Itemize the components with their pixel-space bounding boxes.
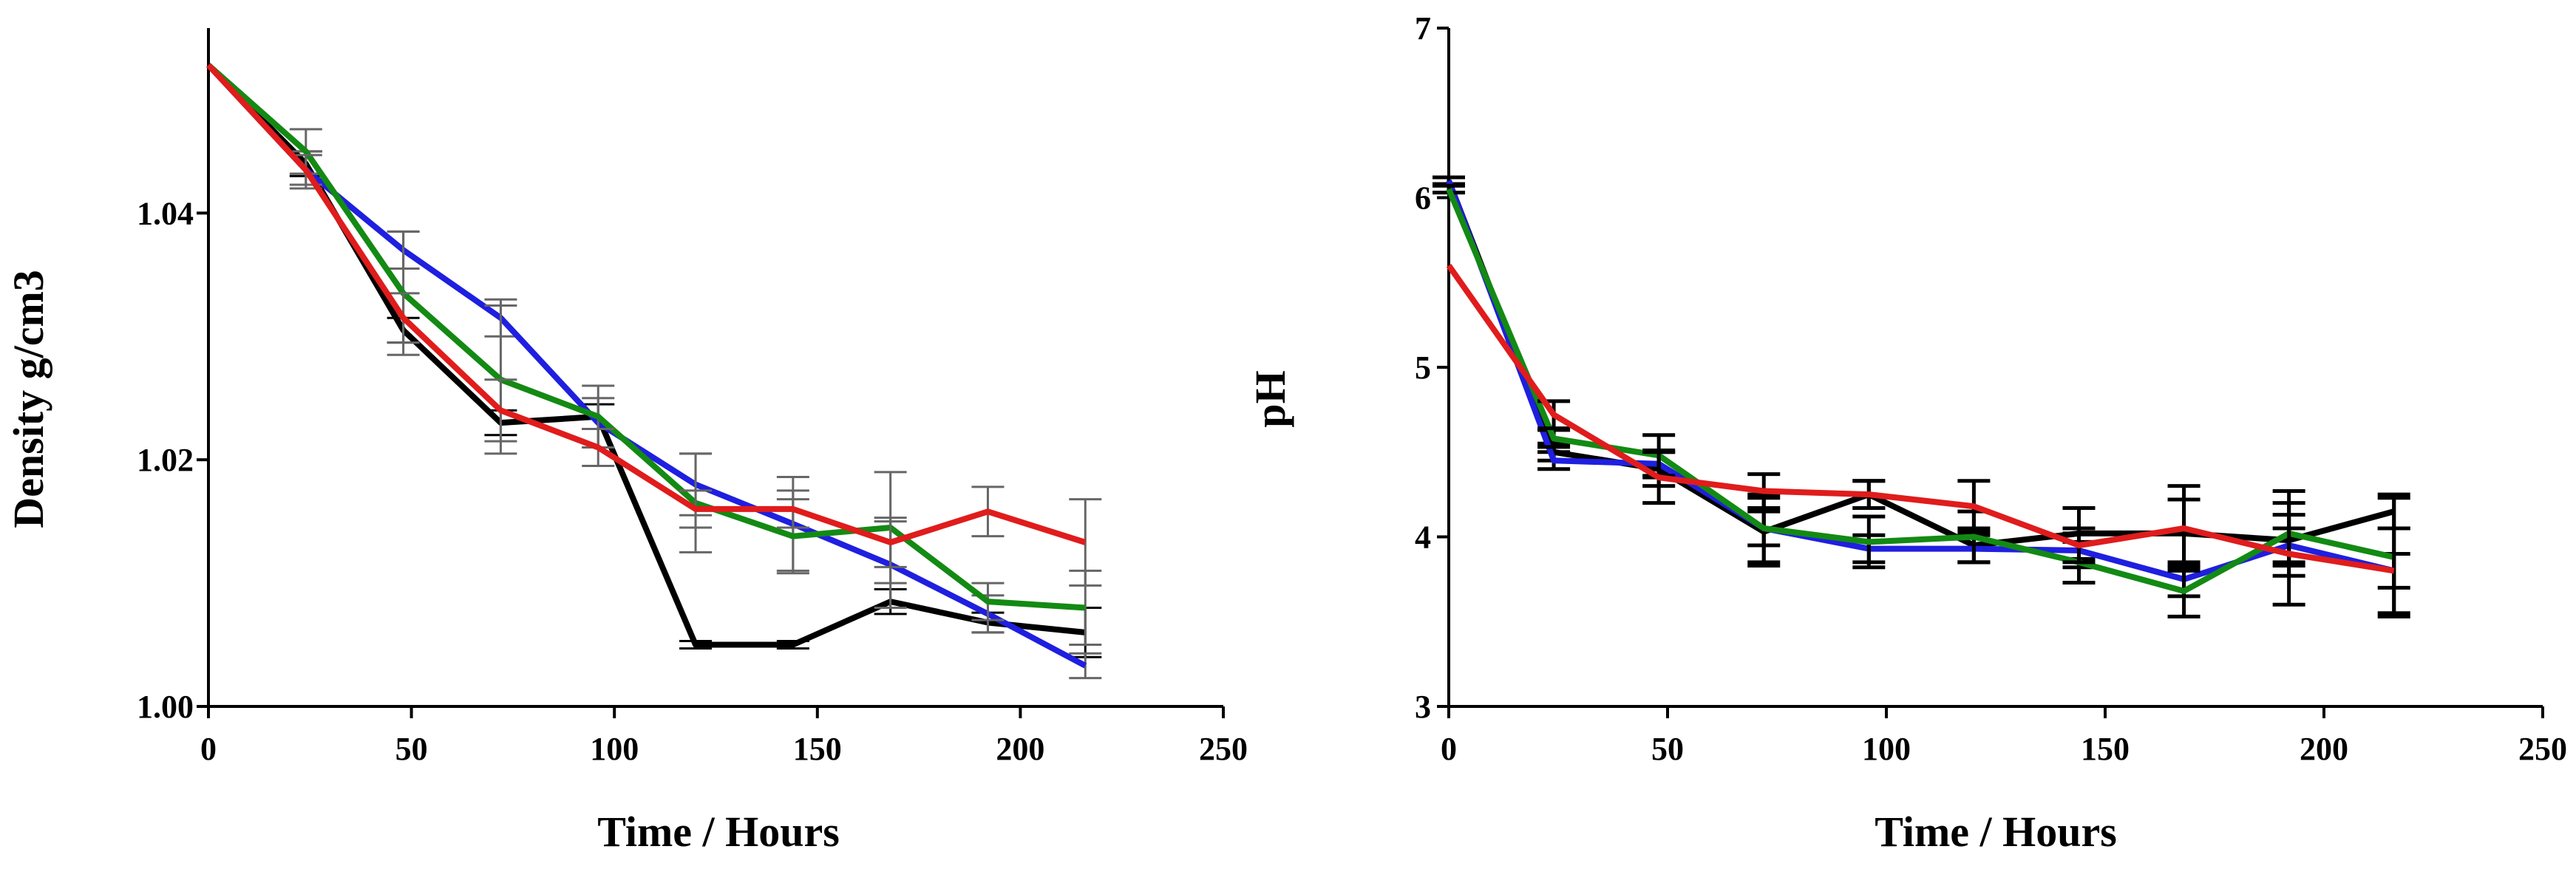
- density-line-green: [206, 63, 1086, 611]
- density-line-red: [206, 63, 1087, 545]
- ph-x-tick-label: 50: [1651, 731, 1684, 767]
- ph-line-black: [1446, 180, 2395, 548]
- ph-line-red: [1446, 263, 2395, 574]
- density-x-tick-label: 50: [395, 731, 428, 767]
- density-y-tick-label: 1.00: [137, 689, 194, 725]
- ph-chart: pH Time / Hours 0 50 100 150 200 250 3 4 5 6 7: [1246, 10, 2567, 856]
- ph-y-tick-label: 3: [1415, 689, 1431, 725]
- density-y-tick-label: 1.04: [137, 195, 194, 231]
- ph-y-tick-label: 4: [1415, 519, 1431, 556]
- density-x-tick-label: 250: [1199, 731, 1248, 767]
- ph-y-tick-label: 6: [1415, 180, 1431, 217]
- density-x-tick-label: 150: [793, 731, 842, 767]
- ph-x-axis-title: Time / Hours: [1875, 808, 2117, 856]
- density-x-axis-title: Time / Hours: [597, 808, 840, 856]
- ph-x-tick-label: 150: [2081, 731, 2130, 767]
- density-series-black: [206, 63, 1102, 658]
- density-series-red: [206, 63, 1102, 587]
- density-y-tick-label: 1.02: [137, 442, 194, 478]
- ph-series-black: [1433, 175, 2410, 570]
- density-x-tick-label: 100: [590, 731, 639, 767]
- ph-series-red: [1446, 263, 2410, 616]
- density-chart: Density g/cm3 Time / Hours 0 50 100 150 200 2…: [4, 28, 1248, 856]
- ph-y-axis-title: pH: [1246, 370, 1294, 427]
- ph-x-tick-label: 200: [2300, 731, 2348, 767]
- density-x-tick-label: 0: [200, 731, 217, 767]
- density-series-green: [206, 63, 1102, 647]
- density-line-blue: [206, 63, 1087, 669]
- ph-series-blue: [1433, 175, 2410, 599]
- ph-x-tick-label: 250: [2518, 731, 2567, 767]
- density-y-axis-title: Density g/cm3: [4, 270, 52, 528]
- ph-line-green: [1446, 188, 2395, 594]
- ph-y-tick-label: 7: [1415, 10, 1431, 47]
- density-line-black: [206, 63, 1086, 648]
- ph-x-tick-label: 0: [1441, 731, 1457, 767]
- ph-y-tick-label: 5: [1415, 350, 1431, 386]
- density-x-tick-label: 200: [996, 731, 1044, 767]
- ph-x-tick-label: 100: [1862, 731, 1911, 767]
